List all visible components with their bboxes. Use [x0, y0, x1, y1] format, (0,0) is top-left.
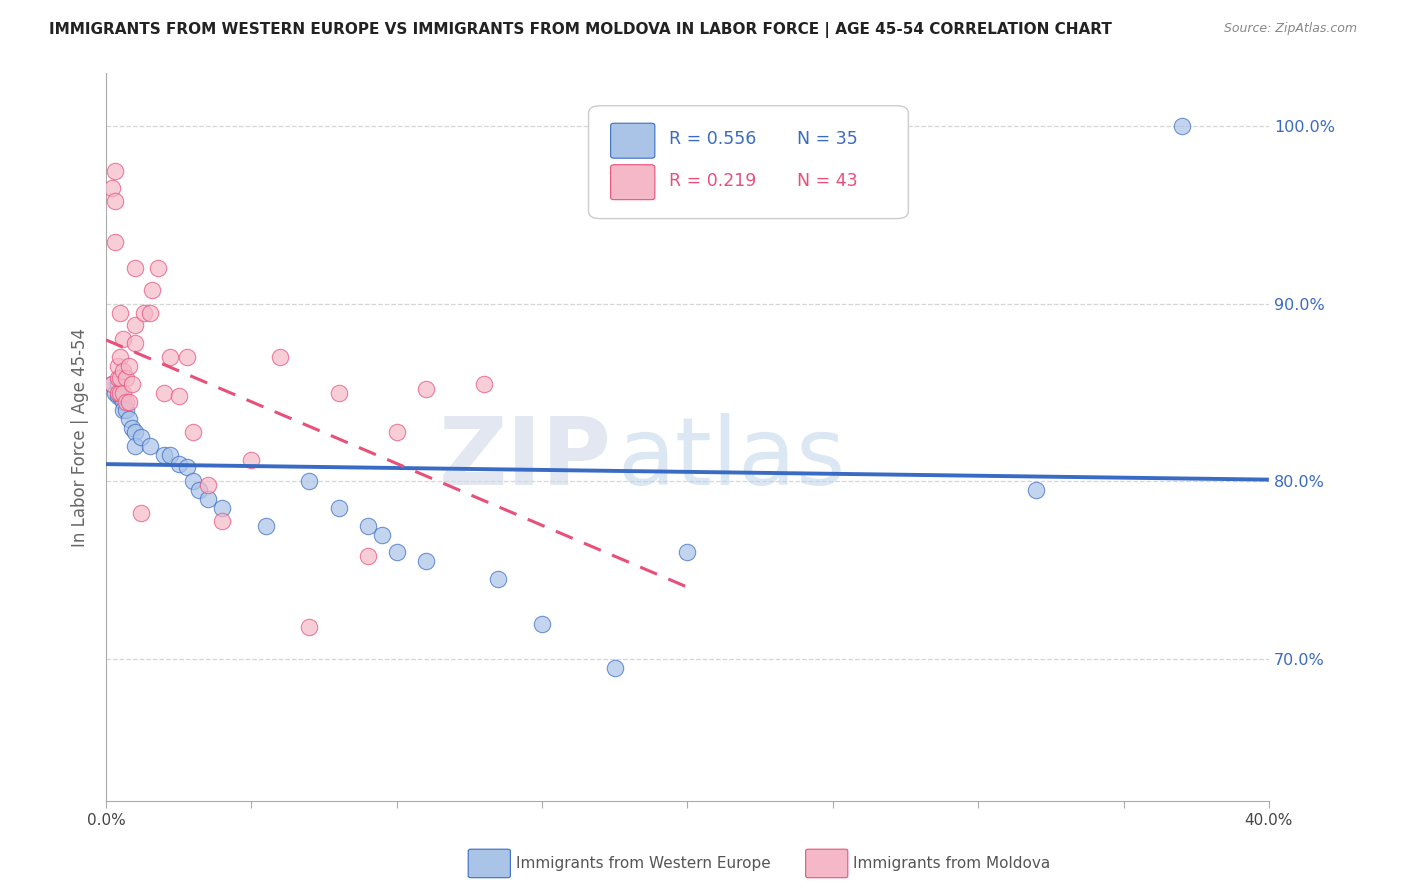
Point — [104, 163, 127, 178]
Point — [385, 425, 408, 439]
Text: R = 0.556: R = 0.556 — [669, 130, 756, 148]
Point — [328, 501, 350, 516]
Point — [118, 359, 141, 373]
Text: Immigrants from Moldova: Immigrants from Moldova — [853, 856, 1050, 871]
Text: N = 43: N = 43 — [797, 171, 858, 190]
Point — [159, 350, 181, 364]
Point — [132, 306, 155, 320]
Point — [104, 235, 127, 249]
Point — [167, 457, 190, 471]
Point — [187, 483, 209, 498]
Point — [472, 376, 495, 391]
Point — [356, 519, 378, 533]
Text: ZIP: ZIP — [439, 413, 612, 505]
Point — [371, 527, 394, 541]
Point — [124, 318, 146, 333]
Text: atlas: atlas — [617, 413, 846, 505]
Point — [603, 661, 626, 675]
Point — [138, 439, 160, 453]
Point — [415, 382, 437, 396]
Point — [115, 394, 138, 409]
Point — [112, 403, 135, 417]
Point — [110, 385, 132, 400]
Point — [124, 439, 146, 453]
Text: Source: ZipAtlas.com: Source: ZipAtlas.com — [1223, 22, 1357, 36]
Point — [124, 335, 146, 350]
Point — [254, 519, 277, 533]
Point — [167, 389, 190, 403]
FancyBboxPatch shape — [610, 165, 655, 200]
Point — [328, 385, 350, 400]
Point — [240, 453, 263, 467]
Point — [118, 394, 141, 409]
Point — [100, 181, 122, 195]
Point — [153, 448, 176, 462]
Point — [112, 385, 135, 400]
Point — [100, 376, 122, 391]
Point — [153, 385, 176, 400]
Point — [176, 460, 198, 475]
Point — [298, 475, 321, 489]
Point — [121, 421, 143, 435]
Point — [100, 376, 122, 391]
Point — [148, 261, 170, 276]
Point — [138, 306, 160, 320]
Point — [124, 261, 146, 276]
Point — [181, 475, 204, 489]
Point — [107, 359, 129, 373]
Point — [121, 376, 143, 391]
Point — [110, 389, 132, 403]
Point — [115, 371, 138, 385]
Point — [176, 350, 198, 364]
Point — [1025, 483, 1047, 498]
Point — [104, 194, 127, 208]
Point — [385, 545, 408, 559]
Point — [112, 332, 135, 346]
Point — [110, 350, 132, 364]
Point — [486, 572, 509, 586]
Point — [107, 371, 129, 385]
Point — [129, 507, 152, 521]
Point — [124, 425, 146, 439]
Point — [1170, 120, 1192, 134]
Text: R = 0.219: R = 0.219 — [669, 171, 756, 190]
Point — [141, 283, 163, 297]
Point — [211, 501, 233, 516]
Point — [356, 549, 378, 563]
Point — [110, 371, 132, 385]
FancyBboxPatch shape — [589, 106, 908, 219]
Point — [415, 554, 437, 568]
Point — [129, 430, 152, 444]
Y-axis label: In Labor Force | Age 45-54: In Labor Force | Age 45-54 — [72, 327, 89, 547]
Point — [118, 412, 141, 426]
Point — [676, 545, 699, 559]
Point — [181, 425, 204, 439]
Point — [159, 448, 181, 462]
Point — [211, 514, 233, 528]
Point — [197, 492, 219, 507]
Text: N = 35: N = 35 — [797, 130, 858, 148]
Point — [115, 403, 138, 417]
Point — [112, 364, 135, 378]
Point — [110, 306, 132, 320]
Point — [298, 620, 321, 634]
Point — [197, 478, 219, 492]
Point — [104, 385, 127, 400]
Point — [112, 394, 135, 409]
Text: Immigrants from Western Europe: Immigrants from Western Europe — [516, 856, 770, 871]
Text: IMMIGRANTS FROM WESTERN EUROPE VS IMMIGRANTS FROM MOLDOVA IN LABOR FORCE | AGE 4: IMMIGRANTS FROM WESTERN EUROPE VS IMMIGR… — [49, 22, 1112, 38]
Point — [107, 385, 129, 400]
Point — [107, 376, 129, 391]
Point — [107, 389, 129, 403]
Point — [269, 350, 291, 364]
FancyBboxPatch shape — [610, 123, 655, 158]
Point — [531, 616, 554, 631]
